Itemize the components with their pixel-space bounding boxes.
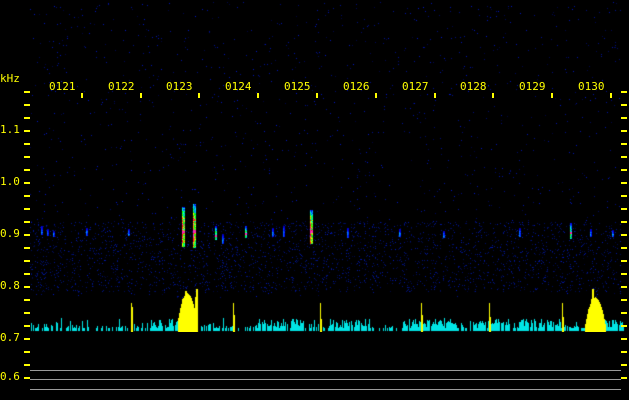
y-axis-tick-label: 0.8 — [0, 279, 20, 292]
y-axis-minor-tick-right — [621, 260, 627, 262]
x-axis-tick-label: 0121 — [49, 80, 76, 93]
y-axis-minor-tick — [24, 247, 30, 249]
y-axis-minor-tick — [24, 91, 30, 93]
y-axis-tick-mark — [24, 234, 30, 236]
y-axis-minor-tick-right — [621, 143, 627, 145]
x-axis-tick-label: 0129 — [519, 80, 546, 93]
y-axis-tick-mark — [24, 377, 30, 379]
x-axis-tick-label: 0126 — [343, 80, 370, 93]
x-axis-tick-label: 0127 — [402, 80, 429, 93]
y-axis-minor-tick — [24, 156, 30, 158]
x-axis-tick-mark — [140, 93, 142, 98]
x-axis-tick-label: 0128 — [460, 80, 487, 93]
y-axis-tick-mark — [24, 130, 30, 132]
y-axis-tick-mark — [24, 338, 30, 340]
y-axis-minor-tick — [24, 117, 30, 119]
y-axis-tick-mark-right — [621, 130, 627, 132]
y-axis-tick-label: 0.9 — [0, 227, 20, 240]
x-axis-tick-label: 0122 — [108, 80, 135, 93]
x-axis-tick-mark — [81, 93, 83, 98]
y-axis-minor-tick-right — [621, 156, 627, 158]
y-axis-minor-tick — [24, 208, 30, 210]
x-axis-tick-label: 0123 — [166, 80, 193, 93]
y-axis-minor-tick — [24, 364, 30, 366]
y-axis-minor-tick-right — [621, 247, 627, 249]
y-axis-minor-tick — [24, 169, 30, 171]
y-axis-tick-mark-right — [621, 377, 627, 379]
x-axis-tick-mark — [257, 93, 259, 98]
x-axis-tick-mark — [551, 93, 553, 98]
x-axis-tick-mark — [492, 93, 494, 98]
y-axis-minor-tick-right — [621, 364, 627, 366]
x-axis-tick-mark — [198, 93, 200, 98]
y-axis-minor-tick — [24, 273, 30, 275]
y-axis-tick-mark-right — [621, 338, 627, 340]
x-axis-tick-label: 0130 — [578, 80, 605, 93]
y-axis-minor-tick-right — [621, 351, 627, 353]
y-axis-minor-tick-right — [621, 91, 627, 93]
y-axis-minor-tick — [24, 325, 30, 327]
y-axis-minor-tick — [24, 299, 30, 301]
y-axis-minor-tick-right — [621, 117, 627, 119]
y-axis-tick-label: 0.7 — [0, 331, 20, 344]
y-axis-minor-tick-right — [621, 299, 627, 301]
x-axis-tick-label: 0125 — [284, 80, 311, 93]
amplitude-gridline — [30, 370, 621, 371]
y-axis-tick-mark — [24, 182, 30, 184]
amplitude-gridline — [30, 379, 621, 380]
y-axis-minor-tick-right — [621, 325, 627, 327]
x-axis-tick-mark — [316, 93, 318, 98]
x-axis-tick-label: 0124 — [225, 80, 252, 93]
amplitude-gridline — [30, 389, 621, 390]
y-axis-minor-tick-right — [621, 273, 627, 275]
y-axis-minor-tick — [24, 260, 30, 262]
x-axis-tick-mark — [434, 93, 436, 98]
y-axis-tick-mark-right — [621, 286, 627, 288]
y-axis-minor-tick — [24, 351, 30, 353]
y-axis-minor-tick — [24, 312, 30, 314]
y-axis-minor-tick — [24, 195, 30, 197]
y-axis-minor-tick-right — [621, 104, 627, 106]
y-axis-tick-mark-right — [621, 234, 627, 236]
y-axis-tick-mark-right — [621, 182, 627, 184]
y-axis-minor-tick-right — [621, 208, 627, 210]
x-axis-tick-mark — [375, 93, 377, 98]
spectrogram-canvas — [0, 0, 629, 332]
x-axis-tick-mark — [610, 93, 612, 98]
y-axis-minor-tick — [24, 143, 30, 145]
y-axis-minor-tick — [24, 221, 30, 223]
y-axis-minor-tick-right — [621, 312, 627, 314]
y-axis-tick-mark — [24, 286, 30, 288]
y-axis-tick-label: 1.1 — [0, 123, 20, 136]
y-axis-tick-label: 1.0 — [0, 175, 20, 188]
y-axis-minor-tick-right — [621, 195, 627, 197]
y-axis-tick-label: 0.6 — [0, 370, 20, 383]
spectrogram-panel — [0, 0, 629, 332]
y-axis-unit-label: kHz — [0, 72, 20, 85]
y-axis-minor-tick-right — [621, 169, 627, 171]
y-axis-minor-tick-right — [621, 221, 627, 223]
y-axis-minor-tick — [24, 104, 30, 106]
